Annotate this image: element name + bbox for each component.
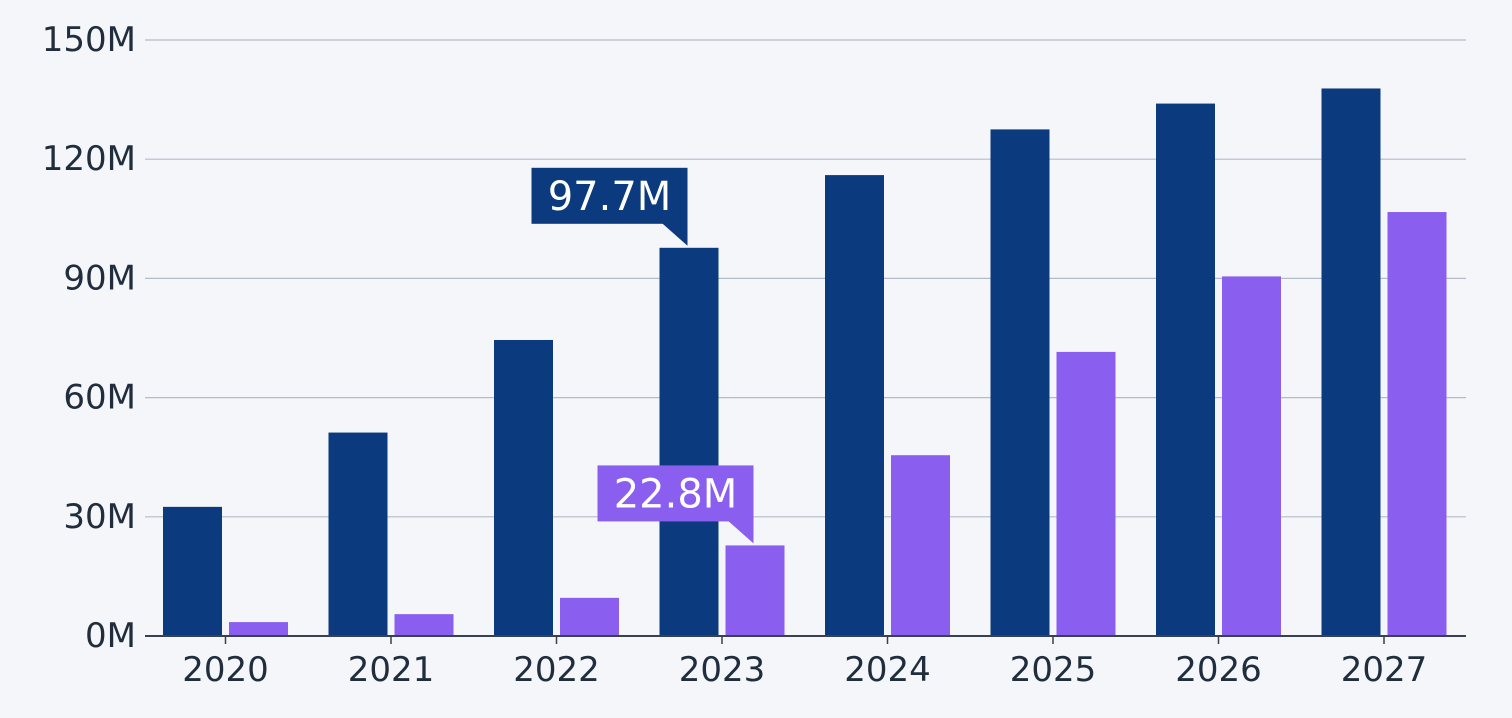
callout-box [597,465,754,522]
callout-2023-series-2: 22.8M [597,465,754,544]
bar-2020-series-2 [229,622,288,636]
x-tick-label: 2022 [513,650,600,690]
x-tick-label: 2023 [679,650,766,690]
bar-2027-series-2 [1387,212,1447,636]
y-tick-label: 120M [42,139,136,179]
bar-2023-series-1 [659,247,719,636]
x-tick-label: 2026 [1175,650,1262,690]
bar-2020-series-1 [163,506,222,636]
x-tick-label: 2027 [1341,650,1428,690]
y-tick-label: 150M [42,20,136,60]
callout-pointer [727,520,754,544]
bar-2024-series-1 [825,175,884,637]
bar-2026-series-2 [1222,276,1281,636]
x-tick-label: 2021 [348,650,435,690]
bar-2025-series-2 [1056,351,1116,636]
y-tick-label: 90M [63,258,136,298]
bar-2026-series-1 [1156,103,1215,636]
callout-2023-series-1: 97.7M [531,167,688,246]
callout-label: 97.7M [548,174,672,220]
bar-2023-series-2 [725,545,785,636]
bar-2021-series-1 [328,432,388,636]
bar-2022-series-2 [560,597,619,636]
bar-2024-series-2 [891,455,950,636]
x-tick-label: 2024 [844,650,931,690]
y-tick-label: 60M [63,378,136,418]
y-tick-label: 0M [85,616,136,656]
x-tick-label: 2020 [182,650,269,690]
x-axis-ticks: 2020 2021 2022 2023 2024 2025 2026 2027 [182,636,1427,690]
x-tick-label: 2025 [1010,650,1097,690]
y-tick-label: 30M [63,497,136,537]
callout-pointer [661,222,688,246]
y-axis-ticks: 0M 30M 60M 90M 120M 150M [42,20,136,656]
callout-label: 22.8M [614,471,738,517]
bar-2025-series-1 [990,129,1050,636]
callout-box [531,167,688,224]
bar-2021-series-2 [394,614,454,636]
bar-2027-series-1 [1321,88,1381,636]
annotations: 97.7M 22.8M [531,167,754,544]
bars [163,88,1447,637]
bar-2022-series-1 [494,339,553,636]
